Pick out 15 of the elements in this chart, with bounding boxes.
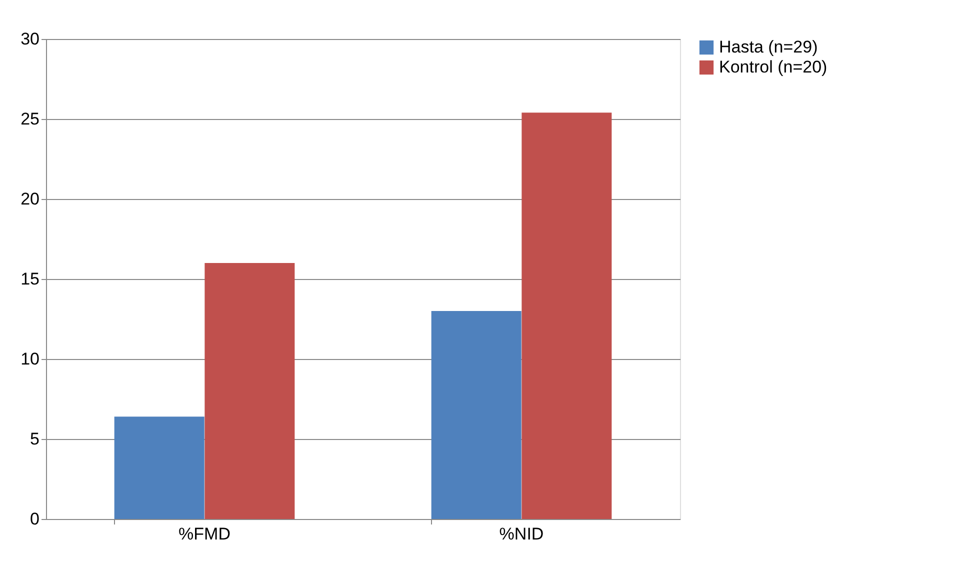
y-tick-label: 30 bbox=[20, 30, 40, 48]
bar bbox=[522, 112, 612, 519]
y-tick-label: 25 bbox=[20, 110, 40, 128]
legend-label: Hasta (n=29) bbox=[719, 38, 818, 56]
bar bbox=[114, 416, 204, 519]
bar bbox=[431, 311, 522, 519]
y-tick-label: 20 bbox=[20, 190, 40, 208]
x-tick-label: %FMD bbox=[178, 524, 230, 544]
y-tick-label: 5 bbox=[30, 430, 40, 448]
legend-label: Kontrol (n=20) bbox=[719, 58, 828, 76]
y-tick-label: 0 bbox=[30, 510, 40, 528]
x-tick-label: %NID bbox=[499, 524, 544, 544]
y-tick-label: 10 bbox=[20, 350, 40, 368]
y-tick-label: 15 bbox=[20, 270, 40, 288]
bar bbox=[204, 263, 295, 519]
